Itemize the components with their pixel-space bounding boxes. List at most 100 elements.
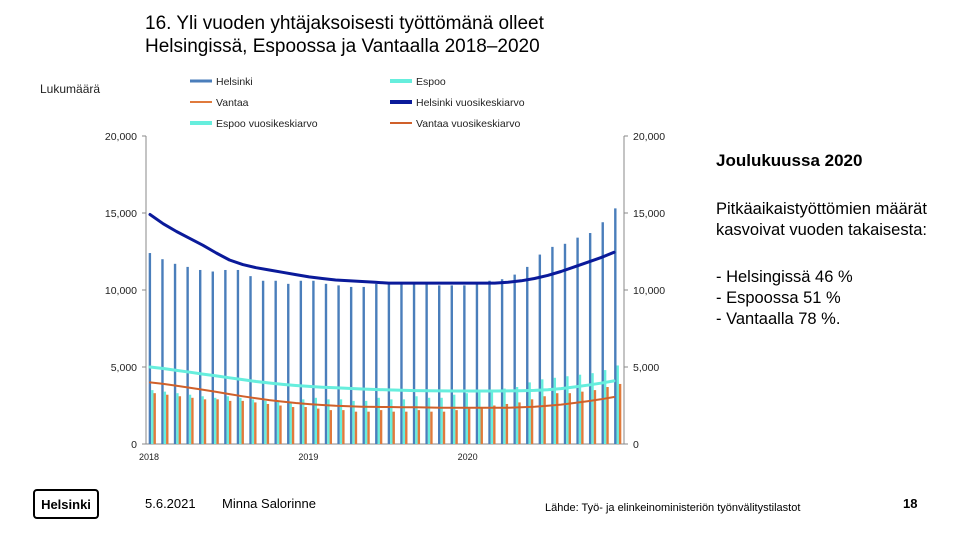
y-tick-label-left: 0 bbox=[131, 439, 137, 451]
bar-vantaa bbox=[153, 393, 156, 444]
bar-helsinki bbox=[450, 285, 453, 444]
y-tick-label-right: 0 bbox=[633, 439, 639, 451]
bar-espoo bbox=[478, 391, 481, 444]
bar-vantaa bbox=[480, 407, 483, 444]
bar-espoo bbox=[490, 390, 494, 444]
bar-vantaa bbox=[606, 387, 609, 444]
legend-label: Vantaa vuosikeskiarvo bbox=[416, 118, 520, 130]
y-tick-label-right: 15,000 bbox=[633, 208, 665, 220]
bar-vantaa bbox=[543, 396, 546, 444]
bar-espoo bbox=[151, 390, 154, 444]
bar-vantaa bbox=[442, 411, 446, 444]
bar-vantaa bbox=[493, 405, 496, 444]
y-axis-label: Lukumäärä bbox=[40, 82, 101, 96]
bar-helsinki bbox=[576, 237, 579, 444]
bar-helsinki bbox=[526, 266, 529, 444]
bar-vantaa bbox=[417, 410, 421, 444]
bar-vantaa bbox=[556, 393, 559, 444]
bar-helsinki bbox=[324, 283, 328, 444]
bar-vantaa bbox=[166, 394, 169, 444]
bar-helsinki bbox=[199, 269, 202, 444]
bar-espoo bbox=[289, 402, 292, 444]
bar-helsinki bbox=[173, 263, 177, 444]
footer-author: Minna Salorinne bbox=[222, 496, 316, 511]
bar-vantaa bbox=[216, 399, 219, 444]
bar-vantaa bbox=[518, 402, 521, 444]
bar-espoo bbox=[390, 399, 393, 444]
bar-vantaa bbox=[530, 399, 534, 444]
bar-helsinki bbox=[563, 243, 567, 444]
bar-helsinki bbox=[236, 269, 240, 444]
bar-helsinki bbox=[274, 280, 277, 444]
bar-espoo bbox=[239, 397, 242, 444]
bar-vantaa bbox=[618, 383, 622, 444]
footer-date: 5.6.2021 bbox=[145, 496, 196, 511]
legend-label: Helsinki bbox=[216, 76, 253, 88]
x-tick-label: 2019 bbox=[298, 452, 318, 462]
bar-espoo bbox=[616, 365, 619, 444]
bar-espoo bbox=[603, 370, 607, 444]
side-item-espoo: - Espoossa 51 % bbox=[716, 289, 841, 307]
x-tick-label: 2020 bbox=[458, 452, 478, 462]
bar-vantaa bbox=[266, 403, 270, 444]
bar-espoo bbox=[339, 399, 343, 444]
bar-vantaa bbox=[455, 410, 458, 444]
bar-espoo bbox=[377, 397, 380, 444]
side-item-vantaa: - Vantaalla 78 %. bbox=[716, 310, 841, 328]
side-heading: Joulukuussa 2020 bbox=[716, 151, 863, 170]
bar-vantaa bbox=[203, 399, 207, 444]
bar-espoo bbox=[578, 374, 582, 444]
legend-label: Helsinki vuosikeskiarvo bbox=[416, 97, 525, 109]
bar-espoo bbox=[226, 396, 229, 444]
bar-vantaa bbox=[228, 400, 232, 444]
bar-vantaa bbox=[593, 390, 597, 444]
bar-espoo bbox=[440, 397, 443, 444]
bar-espoo bbox=[427, 397, 431, 444]
bar-espoo bbox=[251, 399, 255, 444]
y-tick-label-left: 5,000 bbox=[111, 362, 137, 374]
page-number: 18 bbox=[903, 496, 918, 511]
bar-vantaa bbox=[430, 411, 433, 444]
y-tick-label-left: 10,000 bbox=[105, 285, 137, 297]
y-tick-label-right: 5,000 bbox=[633, 362, 659, 374]
bar-helsinki bbox=[551, 246, 554, 444]
bar-vantaa bbox=[392, 411, 395, 444]
helsinki-logo: Helsinki bbox=[33, 489, 99, 519]
x-tick-label: 2018 bbox=[139, 452, 159, 462]
chart-title-line-2: Helsingissä, Espoossa ja Vantaalla 2018–… bbox=[145, 36, 540, 57]
bar-helsinki bbox=[249, 276, 252, 444]
bar-espoo bbox=[188, 394, 192, 444]
bar-helsinki bbox=[299, 280, 303, 444]
bar-helsinki bbox=[387, 283, 391, 444]
bar-vantaa bbox=[379, 410, 383, 444]
bar-helsinki bbox=[186, 266, 189, 444]
bar-espoo bbox=[528, 382, 531, 444]
bar-vantaa bbox=[279, 405, 282, 444]
bar-espoo bbox=[452, 394, 456, 444]
bar-helsinki bbox=[148, 253, 152, 444]
bar-espoo bbox=[327, 399, 330, 444]
side-panel: Joulukuussa 2020 Pitkäaikaistyöttömien m… bbox=[716, 150, 946, 330]
bar-espoo bbox=[364, 400, 368, 444]
bar-helsinki bbox=[224, 269, 227, 444]
bar-vantaa bbox=[505, 403, 509, 444]
bar-helsinki bbox=[211, 271, 214, 444]
legend-label: Espoo bbox=[416, 76, 446, 88]
bar-espoo bbox=[465, 393, 468, 444]
bar-helsinki bbox=[349, 286, 353, 444]
bar-vantaa bbox=[405, 411, 408, 444]
bar-helsinki bbox=[463, 285, 466, 444]
chart-title: 16. Yli vuoden yhtäjaksoisesti työttömän… bbox=[145, 12, 705, 58]
bar-espoo bbox=[591, 373, 594, 444]
bar-helsinki bbox=[538, 254, 542, 444]
bar-helsinki bbox=[337, 285, 340, 444]
side-item-helsinki: - Helsingissä 46 % bbox=[716, 268, 853, 286]
bar-helsinki bbox=[475, 283, 479, 444]
bar-espoo bbox=[515, 387, 519, 444]
bar-vantaa bbox=[304, 407, 307, 444]
bar-espoo bbox=[163, 391, 167, 444]
bar-espoo bbox=[553, 377, 557, 444]
legend-label: Vantaa bbox=[216, 97, 249, 109]
bar-vantaa bbox=[178, 396, 182, 444]
bar-helsinki bbox=[161, 259, 164, 444]
